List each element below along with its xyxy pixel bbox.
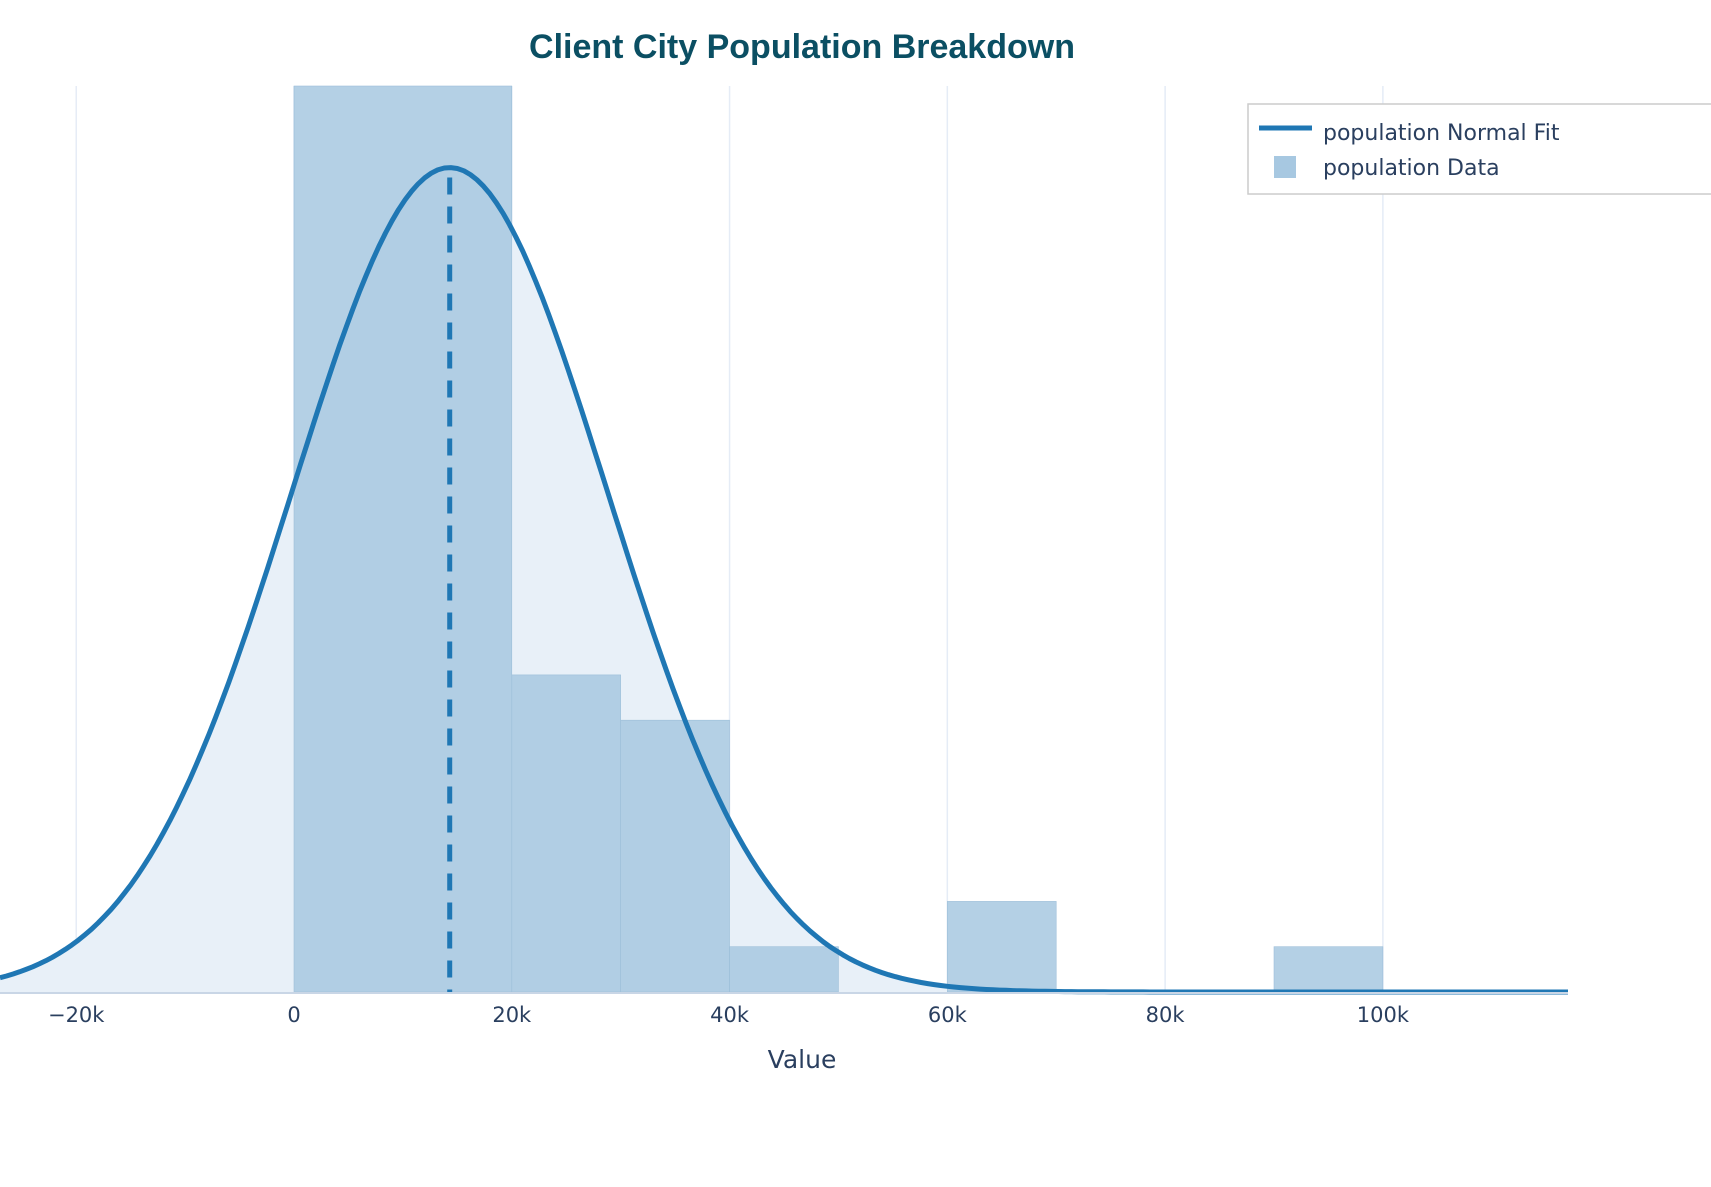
x-axis-label: Value — [768, 1045, 837, 1074]
histogram-bar-1[interactable] — [511, 674, 621, 993]
legend[interactable]: population Normal Fit population Data — [1247, 103, 1711, 195]
normal-fit-fill — [0, 167, 1568, 993]
x-tick-label-6: 100k — [1357, 1003, 1410, 1027]
chart-title: Client City Population Breakdown — [529, 28, 1075, 66]
histogram-bar-4[interactable] — [947, 901, 1057, 993]
legend-box — [1247, 103, 1711, 195]
normal-fit-area — [0, 167, 1568, 993]
x-axis: −20k 0 20k 40k 60k 80k 100k — [0, 992, 1568, 1027]
legend-item-data[interactable]: population Data — [1274, 156, 1500, 181]
x-tick-label-3: 40k — [710, 1003, 750, 1027]
x-tick-label-0: −20k — [48, 1003, 105, 1027]
histogram-bars — [293, 85, 1384, 993]
histogram-bar-3[interactable] — [729, 946, 839, 993]
x-tick-label-5: 80k — [1146, 1003, 1186, 1027]
histogram-bar-2[interactable] — [620, 719, 730, 993]
legend-bar-swatch — [1274, 156, 1296, 178]
histogram-bar-0[interactable] — [293, 85, 513, 993]
histogram-bar-5[interactable] — [1273, 946, 1384, 993]
x-tick-label-4: 60k — [928, 1003, 968, 1027]
legend-label-data: population Data — [1323, 156, 1500, 181]
legend-label-normal-fit: population Normal Fit — [1323, 121, 1560, 146]
x-tick-label-2: 20k — [492, 1003, 532, 1027]
x-tick-label-1: 0 — [287, 1003, 300, 1027]
legend-item-normal-fit[interactable]: population Normal Fit — [1259, 121, 1560, 146]
